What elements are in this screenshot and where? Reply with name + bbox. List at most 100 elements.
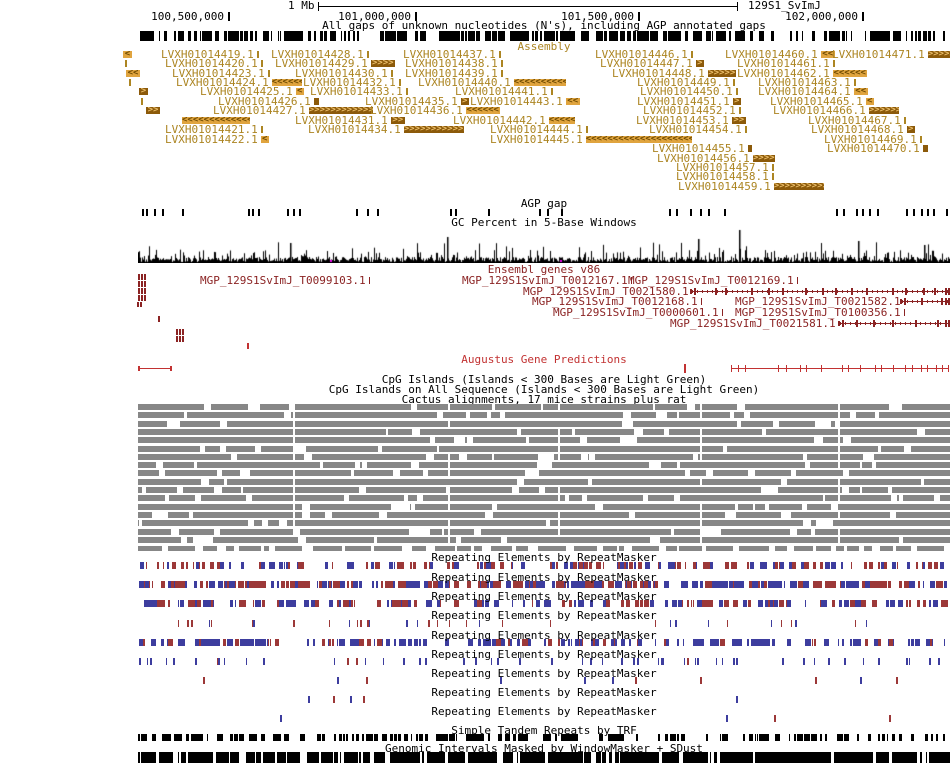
ensembl-gene-glyph[interactable] bbox=[176, 329, 185, 335]
track-windowmasker[interactable] bbox=[138, 752, 950, 763]
assembly-item[interactable]: LVXH01014424.1 <<<<<< bbox=[176, 77, 302, 88]
assembly-item[interactable]: < bbox=[123, 51, 132, 58]
assembly-item[interactable]: << bbox=[126, 70, 140, 77]
assembly-item[interactable] bbox=[141, 98, 143, 105]
assembly-item[interactable]: LVXH01014439.1 bbox=[405, 68, 503, 79]
assembly-item[interactable]: LVXH01014452.1 bbox=[643, 105, 741, 116]
assembly-item[interactable]: LVXH01014464.1 << bbox=[758, 86, 868, 97]
assembly-item[interactable]: LVXH01014440.1 <<<<<<<<<< bbox=[418, 77, 566, 88]
assembly-item[interactable]: LVXH01014458.1 bbox=[676, 171, 774, 182]
track-repeatmasker-7[interactable] bbox=[0, 677, 950, 684]
track-repeatmasker-4[interactable] bbox=[0, 620, 950, 627]
assembly-item[interactable] bbox=[125, 60, 127, 67]
track-repeatmasker-6[interactable] bbox=[0, 658, 950, 665]
assembly-item[interactable]: LVXH01014445.1 <<<<<<<<<<<<<<<<<<<<< bbox=[490, 134, 692, 145]
ensembl-gene-item[interactable]: MGP_129S1SvImJ_T0021582.1 bbox=[735, 296, 901, 307]
assembly-item[interactable]: LVXH01014443.1 << bbox=[470, 96, 580, 107]
ensembl-gene-glyph[interactable] bbox=[138, 281, 146, 287]
assembly-item[interactable]: LVXH01014435.1 > bbox=[365, 96, 469, 107]
assembly-item[interactable]: LVXH01014421.1 bbox=[165, 124, 263, 135]
assembly-item[interactable]: LVXH01014437.1 bbox=[403, 49, 501, 60]
ensembl-gene-glyph[interactable] bbox=[138, 288, 146, 294]
track-repeatmasker-2[interactable] bbox=[0, 581, 950, 588]
assembly-item[interactable]: LVXH01014433.1 bbox=[310, 86, 408, 97]
ensembl-gene-structure[interactable] bbox=[690, 288, 950, 295]
ensembl-gene-item[interactable]: MGP_129S1SvImJ_T0099103.1 bbox=[200, 275, 371, 286]
ensembl-gene-glyph[interactable] bbox=[176, 336, 185, 342]
ensembl-gene-structure[interactable] bbox=[900, 298, 950, 305]
assembly-item[interactable]: LVXH01014459.1 >>>>>>>>>> bbox=[678, 181, 824, 192]
assembly-item[interactable]: LVXH01014466.1 >>>>>> bbox=[773, 105, 899, 116]
assembly-item[interactable]: LVXH01014436.1 <<<<<< bbox=[370, 105, 500, 116]
track-repeatmasker-9[interactable] bbox=[0, 715, 950, 722]
assembly-item[interactable]: LVXH01014456.1 >>>> bbox=[657, 153, 775, 164]
assembly-item[interactable]: LVXH01014465.1 < bbox=[770, 96, 874, 107]
assembly-item[interactable]: LVXH01014463.1 bbox=[758, 77, 856, 88]
ensembl-gene-glyph[interactable] bbox=[138, 274, 146, 280]
ensembl-gene-item[interactable]: MGP_129S1SvImJ_T0012169.1 bbox=[628, 275, 799, 286]
assembly-item[interactable]: LVXH01014426.1 bbox=[218, 96, 319, 107]
assembly-item[interactable]: LVXH01014431.1 >> bbox=[295, 115, 405, 126]
track-trf[interactable] bbox=[0, 734, 950, 741]
assembly-item[interactable]: LVXH01014467.1 bbox=[808, 115, 906, 126]
assembly-item[interactable]: LVXH01014469.1 bbox=[824, 134, 922, 145]
ensembl-gene-item[interactable]: MGP_129S1SvImJ_T0021581.1 bbox=[670, 318, 836, 329]
ensembl-gene-item[interactable]: MGP_129S1SvImJ_T0021580.1 bbox=[523, 286, 689, 297]
assembly-item[interactable]: LVXH01014471.1>>>>>> bbox=[832, 49, 950, 60]
ensembl-gene-item[interactable]: MGP_129S1SvImJ_T0012168.1 bbox=[532, 296, 703, 307]
assembly-item[interactable]: LVXH01014420.1 bbox=[165, 58, 263, 69]
ensembl-gene-item[interactable]: MGP_129S1SvImJ_T0012167.1 bbox=[462, 275, 633, 286]
assembly-item[interactable]: LVXH01014430.1 bbox=[295, 68, 393, 79]
assembly-item[interactable]: LVXH01014427.1 >>>>>>>>>>>> bbox=[213, 105, 373, 116]
ensembl-gene-glyph[interactable] bbox=[158, 316, 160, 322]
assembly-item[interactable]: LVXH01014422.1 < bbox=[165, 134, 269, 145]
assembly-item[interactable]: LVXH01014453.1 >> bbox=[636, 115, 746, 126]
assembly-item[interactable]: LVXH01014432.1 bbox=[303, 77, 401, 88]
track-agp-gap[interactable] bbox=[0, 209, 950, 216]
assembly-item[interactable]: LVXH01014428.1 bbox=[271, 49, 369, 60]
assembly-item[interactable]: LVXH01014454.1 bbox=[649, 124, 747, 135]
assembly-item[interactable]: LVXH01014460.1 << bbox=[725, 49, 835, 60]
assembly-item[interactable]: LVXH01014449.1 bbox=[637, 77, 735, 88]
assembly-item[interactable]: LVXH01014461.1 bbox=[737, 58, 835, 69]
assembly-item[interactable]: LVXH01014442.1 <<<<< bbox=[453, 115, 575, 126]
assembly-item[interactable]: >> bbox=[146, 107, 160, 114]
ensembl-gene-item[interactable]: MGP_129S1SvImJ_T0100356.1 bbox=[735, 307, 906, 318]
gc-percent-plot[interactable] bbox=[138, 228, 950, 263]
ensembl-gene-glyph[interactable] bbox=[138, 295, 146, 301]
ensembl-gene-glyph[interactable] bbox=[137, 302, 143, 307]
assembly-item[interactable]: LVXH01014462.1 <<<<<< bbox=[737, 68, 867, 79]
track-repeatmasker-1[interactable] bbox=[0, 562, 950, 569]
assembly-item[interactable]: LVXH01014455.1 bbox=[652, 143, 752, 154]
ensembl-gene-structure[interactable] bbox=[838, 320, 950, 327]
assembly-item[interactable] bbox=[129, 79, 131, 86]
assembly-item[interactable]: LVXH01014447.1 > bbox=[600, 58, 704, 69]
assembly-item[interactable]: LVXH01014429.1 >>>> bbox=[275, 58, 395, 69]
assembly-item[interactable]: LVXH01014438.1 bbox=[405, 58, 503, 69]
assembly-item[interactable]: LVXH01014448.1 >>>>> bbox=[612, 68, 736, 79]
track-repeatmasker-3[interactable] bbox=[0, 600, 950, 607]
assembly-item[interactable]: LVXH01014444.1 bbox=[490, 124, 588, 135]
assembly-item[interactable]: > bbox=[139, 88, 148, 95]
track-repeatmasker-8[interactable] bbox=[0, 696, 950, 703]
assembly-item[interactable]: LVXH01014423.1 bbox=[172, 68, 270, 79]
ensembl-gene-item[interactable]: MGP_129S1SvImJ_T0000601.1 bbox=[553, 307, 724, 318]
assembly-item[interactable]: LVXH01014434.1 >>>>>>>>>>>> bbox=[308, 124, 464, 135]
assembly-item[interactable]: LVXH01014441.1 bbox=[455, 86, 553, 97]
assembly-item[interactable]: LVXH01014425.1 < bbox=[200, 86, 304, 97]
track-assembly-gaps[interactable] bbox=[0, 31, 950, 41]
assembly-item[interactable]: LVXH01014457.1 bbox=[676, 162, 774, 173]
assembly-item[interactable]: LVXH01014451.1 > bbox=[637, 96, 741, 107]
assembly-item[interactable]: LVXH01014470.1 bbox=[827, 143, 928, 154]
assembly-item[interactable]: LVXH01014419.1 bbox=[161, 49, 259, 60]
assembly-item[interactable]: LVXH01014446.1 bbox=[595, 49, 693, 60]
assembly-item[interactable]: LVXH01014450.1 bbox=[640, 86, 738, 97]
base-position-ruler[interactable]: 100,500,000 101,000,000 101,500,000 102,000… bbox=[0, 11, 950, 22]
track-repeatmasker-5[interactable] bbox=[0, 639, 950, 646]
assembly-item[interactable]: <<<<<<<<<<<<< bbox=[182, 117, 250, 124]
